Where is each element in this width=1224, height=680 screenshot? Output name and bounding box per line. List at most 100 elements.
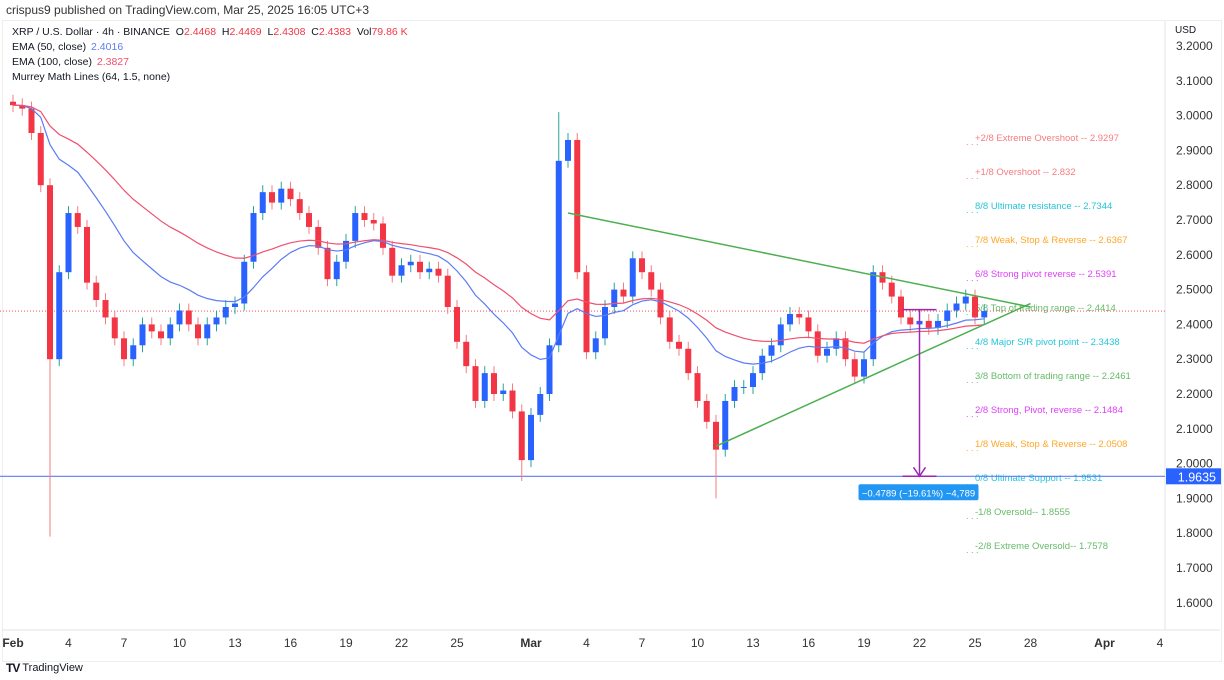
trendline[interactable] xyxy=(567,212,1031,308)
murrey-level-label: +1/8 Overshoot -- 2.832 xyxy=(975,167,1076,178)
ema50-legend[interactable]: EMA (50, close) 2.4016 xyxy=(12,40,408,55)
y-tick-label: 2.9000 xyxy=(1176,143,1213,157)
candle-body xyxy=(167,324,174,339)
murrey-dots: . . . xyxy=(966,171,979,181)
candle-body xyxy=(10,101,16,106)
candle-body xyxy=(102,300,109,318)
murrey-level-label: 7/8 Weak, Stop & Reverse -- 2.6367 xyxy=(975,235,1127,246)
candle-body xyxy=(935,320,941,328)
x-tick-label: 25 xyxy=(968,636,982,650)
x-tick-label: 25 xyxy=(450,636,464,650)
murrey-level-label: -1/8 Oversold-- 1.8555 xyxy=(975,507,1070,518)
close-label: C xyxy=(311,26,319,38)
symbol-label: XRP / U.S. Dollar · 4h · BINANCE xyxy=(12,26,170,38)
candle-body xyxy=(370,220,377,224)
x-tick-label: Feb xyxy=(2,636,23,650)
chart-frame xyxy=(2,20,1222,662)
candle-body xyxy=(130,345,137,360)
murrey-dots: . . . xyxy=(966,409,979,419)
candle-body xyxy=(444,275,451,307)
candle-body xyxy=(398,265,405,276)
candle-body xyxy=(56,272,63,360)
candle-body xyxy=(925,320,932,328)
candle-body xyxy=(713,421,719,450)
x-tick-label: 13 xyxy=(228,636,242,650)
candle-body xyxy=(731,387,738,401)
footer: TV TradingView xyxy=(6,661,83,675)
y-tick-label: 3.1000 xyxy=(1176,74,1213,88)
murrey-level-label: 6/8 Strong pivot reverse -- 2.5391 xyxy=(975,269,1117,280)
murrey-legend[interactable]: Murrey Math Lines (64, 1.5, none) xyxy=(12,70,408,85)
candle-body xyxy=(269,192,275,203)
volume-value: 79.86 K xyxy=(371,26,408,38)
candle-body xyxy=(195,324,201,339)
candle-body xyxy=(694,373,701,401)
y-tick-label: 2.8000 xyxy=(1176,178,1213,192)
close-value: 2.4383 xyxy=(318,26,352,38)
murrey-level-label: 0/8 Ultimate Support -- 1.9531 xyxy=(975,473,1102,484)
candle-body xyxy=(768,345,775,356)
candle-body xyxy=(389,247,396,276)
candle-body xyxy=(315,226,322,248)
x-tick-label: 13 xyxy=(746,636,760,650)
candle-body xyxy=(537,394,544,415)
trendline[interactable] xyxy=(715,302,1031,447)
murrey-dots: . . . xyxy=(966,545,979,555)
candle-body xyxy=(824,348,830,356)
murrey-dots: . . . xyxy=(966,443,979,453)
candle-body xyxy=(435,268,442,276)
candle-body xyxy=(491,373,497,394)
ema100-legend[interactable]: EMA (100, close) 2.3827 xyxy=(12,55,408,70)
candle-body xyxy=(28,108,35,133)
candle-body xyxy=(870,272,877,360)
candle-body xyxy=(962,296,969,304)
candle-body xyxy=(278,188,285,203)
candle-body xyxy=(528,414,534,461)
x-tick-label: 16 xyxy=(802,636,816,650)
candle-body xyxy=(250,213,257,262)
candle-body xyxy=(620,289,627,297)
x-tick-label: 28 xyxy=(1024,636,1038,650)
candle-body xyxy=(158,331,164,339)
y-tick-label: 2.5000 xyxy=(1176,283,1213,297)
low-value: 2.4308 xyxy=(273,26,306,38)
footer-logo-text: TradingView xyxy=(22,662,83,674)
published-caption: crispus9 published on TradingView.com, M… xyxy=(6,3,369,17)
candle-body xyxy=(907,317,914,325)
ema-line xyxy=(12,104,985,344)
x-tick-label: 10 xyxy=(691,636,705,650)
murrey-dots: . . . xyxy=(966,341,979,351)
candle-body xyxy=(74,213,81,227)
murrey-dots: . . . xyxy=(966,137,979,147)
candle-body xyxy=(546,345,553,394)
candle-body xyxy=(176,310,183,325)
murrey-level-label: 2/8 Strong, Pivot, reverse -- 2.1484 xyxy=(975,405,1123,416)
candle-body xyxy=(296,199,303,214)
candle-body xyxy=(602,307,608,339)
candle-body xyxy=(888,282,895,297)
candle-body xyxy=(944,310,951,321)
y-tick-label: 2.7000 xyxy=(1176,213,1213,227)
candle-body xyxy=(953,303,960,311)
murrey-dots: . . . xyxy=(966,477,979,487)
candle-body xyxy=(666,317,673,342)
candle-body xyxy=(65,213,72,273)
symbol-legend[interactable]: XRP / U.S. Dollar · 4h · BINANCE O2.4468… xyxy=(12,25,408,40)
candle-body xyxy=(805,317,812,332)
candle-body xyxy=(685,348,692,374)
candle-body xyxy=(352,213,359,241)
candle-body xyxy=(759,355,766,374)
candle-body xyxy=(232,303,238,307)
candle-body xyxy=(972,296,978,318)
support-price-label: 1.9635 xyxy=(1178,470,1216,484)
y-tick-label: 2.2000 xyxy=(1176,387,1213,401)
candle-body xyxy=(592,338,599,353)
y-tick-label: 2.3000 xyxy=(1176,352,1213,366)
y-tick-label: 1.9000 xyxy=(1176,491,1213,505)
y-tick-label: 2.6000 xyxy=(1176,248,1213,262)
candle-body xyxy=(481,373,488,401)
candle-body xyxy=(259,192,266,214)
candle-body xyxy=(639,258,645,273)
ema100-label: EMA (100, close) xyxy=(12,56,92,68)
